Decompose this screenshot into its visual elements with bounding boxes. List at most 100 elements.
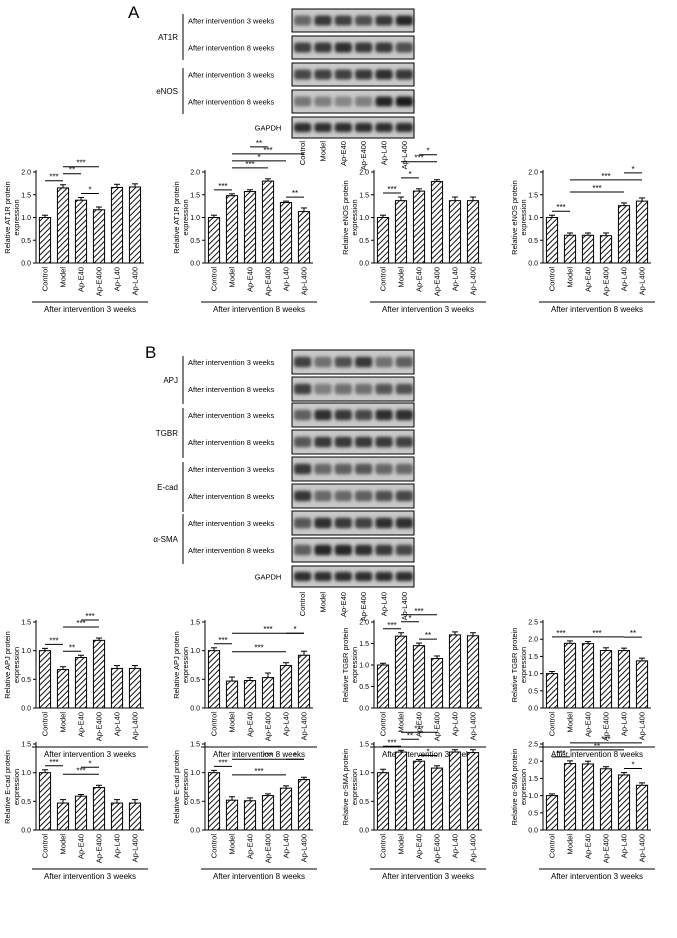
y-tick-label: 1.5 [528,776,538,783]
bar [92,639,106,709]
blot-row-band [314,436,332,448]
bar [376,772,390,831]
gapdh-row-strip [291,565,415,588]
y-tick-label: 0.0 [359,261,369,268]
y-tick-label: 1.5 [190,620,200,627]
x-tick-label: Ap-E40 [584,267,593,292]
bar [279,665,293,709]
y-axis-label: Relative APJ proteinexpression [3,631,21,699]
y-tick-label: 0.5 [21,799,31,806]
y-tick-label: 1.0 [190,770,200,777]
significance-label: *** [263,625,272,634]
blot-row-band [334,42,352,53]
y-tick-label: 1.0 [21,215,31,222]
gapdh-row-band [395,571,413,582]
x-tick-label: Ap-L40 [282,267,291,291]
significance-label: *** [601,172,610,181]
x-tick-label: Ap-E400 [602,712,611,741]
row-label: After intervention 8 weeks [188,438,275,447]
lane-label: Control [298,141,307,166]
bar [38,772,52,831]
bar [581,643,595,709]
blot-row-band [294,544,312,556]
blot-row-band [375,490,393,502]
y-tick-label: 1.0 [190,215,200,222]
blot-row-band [334,15,352,26]
blot-row-band [395,409,413,421]
significance-label: * [408,614,411,623]
significance-label: *** [254,767,263,776]
y-tick-label: 0.0 [528,261,538,268]
x-axis-label: After intervention 3 weeks [551,872,643,881]
bar [466,200,480,264]
blot-row-band [355,463,373,475]
bar [376,217,390,264]
blot-row-band [314,356,332,368]
x-tick-label: Control [41,834,50,859]
y-tick-label: 1.5 [190,742,200,749]
gapdh-row-strip [291,116,415,139]
y-tick-label: 1.0 [528,215,538,222]
bar [261,180,275,264]
significance-label: *** [556,203,565,212]
bar [74,795,88,831]
x-tick-label: Model [59,712,68,733]
y-axis-label: Relative TGBR proteinexpression [510,628,528,703]
bar [599,235,613,264]
significance-label: *** [263,751,272,760]
x-tick-label: Ap-L40 [113,267,122,291]
lane-label: Ap-L400 [400,141,409,169]
x-tick-label: Ap-E40 [246,712,255,737]
blot-row-band [395,436,413,448]
blot-row-strip [291,35,415,60]
blot-row-strip [291,402,415,428]
lane-label: Model [319,141,328,162]
significance-label: *** [414,607,423,616]
significance-label: *** [76,619,85,628]
blot-row-strip [291,89,415,114]
bar [412,645,426,709]
bar [297,779,311,831]
blot-row-strip [291,8,415,33]
blot-row-band [334,409,352,421]
y-tick-label: 0.0 [21,828,31,835]
bar [225,680,239,709]
x-axis-label: After intervention 8 weeks [551,750,643,759]
significance-label: * [88,185,91,194]
x-tick-label: Ap-L400 [300,834,309,862]
significance-label: *** [592,184,601,193]
bar [74,657,88,709]
bar [243,800,257,831]
y-tick-label: 0.0 [359,706,369,713]
bar [563,642,577,709]
lane-label: Ap-L40 [380,141,389,165]
significance-label: * [631,761,634,770]
lane-label: Ap-E400 [359,592,368,621]
row-label: After intervention 8 weeks [188,44,275,53]
bar [563,234,577,264]
bar [261,795,275,831]
significance-label: *** [49,636,58,645]
significance-label: * [88,759,91,768]
protein-label: TGBR [156,429,178,438]
blot-row-band [334,356,352,368]
bar [243,679,257,709]
gapdh-row-band [355,122,373,133]
gapdh-row-band [375,571,393,582]
protein-label: E-cad [157,483,178,492]
y-tick-label: 2.0 [528,637,538,644]
blot-row-band [395,42,413,53]
y-tick-label: 0.0 [528,706,538,713]
bar [38,217,52,264]
blot-row-band [294,409,312,421]
significance-label: *** [254,644,263,653]
blot-row-strip [291,62,415,87]
significance-label: * [408,170,411,179]
gapdh-row-band [314,122,332,133]
significance-label: *** [49,173,58,182]
y-tick-label: 0.0 [190,706,200,713]
blot-row-band [375,15,393,26]
significance-label: * [293,751,296,760]
significance-label: *** [387,185,396,194]
y-tick-label: 1.0 [359,215,369,222]
